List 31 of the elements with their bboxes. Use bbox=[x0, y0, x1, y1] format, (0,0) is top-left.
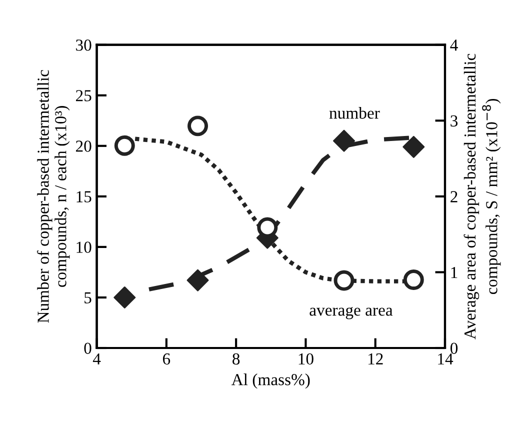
x-tick-label: 10 bbox=[298, 353, 314, 365]
x-tick-label: 6 bbox=[162, 353, 170, 365]
x-tick-label: 14 bbox=[438, 353, 454, 364]
y2-axis-title: Average area of copper-based intermetallic compounds, S / mm² (x10$^{−8}$) bbox=[464, 54, 501, 340]
annotation: average area bbox=[310, 307, 393, 320]
point bbox=[334, 270, 354, 291]
x-axis-title: Al (mass%) bbox=[231, 374, 310, 389]
y-tick-label: 5 bbox=[84, 292, 92, 304]
y-axis-title: Number of copper-based intermetallic compounds, n / each (x10³) bbox=[36, 70, 70, 323]
point bbox=[402, 136, 425, 158]
x-tick-label: 8 bbox=[232, 353, 240, 365]
point bbox=[333, 130, 356, 152]
y2-tick-label: 0 bbox=[450, 342, 458, 354]
y2-tick-label: 3 bbox=[450, 115, 458, 127]
x-tick-label: 12 bbox=[368, 353, 383, 364]
point bbox=[114, 286, 136, 308]
y2-tick-label: 2 bbox=[450, 191, 458, 202]
x-tick-label: 4 bbox=[92, 353, 101, 364]
y-tick-label: 25 bbox=[76, 90, 92, 102]
y2-tick-label: 4 bbox=[450, 40, 458, 51]
y-tick-label: 15 bbox=[76, 191, 92, 202]
y-tick-label: 10 bbox=[76, 242, 92, 253]
y-tick-label: 20 bbox=[76, 140, 92, 152]
point bbox=[188, 116, 208, 136]
y-tick-label: 30 bbox=[76, 40, 92, 51]
point bbox=[403, 270, 424, 290]
annotation: number bbox=[329, 107, 380, 119]
y2-tick-label: 1 bbox=[451, 266, 458, 278]
point bbox=[186, 269, 209, 292]
y-tick-label: 0 bbox=[84, 342, 92, 354]
point bbox=[114, 135, 135, 156]
